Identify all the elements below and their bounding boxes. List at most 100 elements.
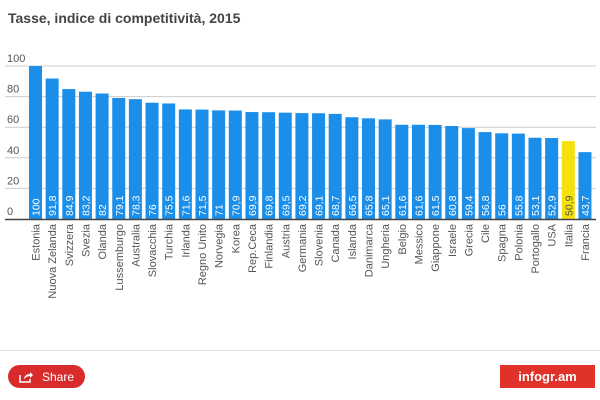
bar[interactable]: [561, 141, 575, 219]
bar[interactable]: [495, 133, 509, 219]
bar[interactable]: [478, 132, 492, 219]
infogram-logo[interactable]: infogr.am: [500, 365, 595, 388]
bar[interactable]: [178, 109, 192, 219]
x-tick-label: Austria: [280, 223, 292, 258]
data-label: 53,1: [530, 195, 542, 216]
x-tick-label: Slovenia: [314, 223, 326, 266]
x-tick-label: Ungheria: [380, 223, 392, 269]
bar[interactable]: [312, 113, 326, 219]
x-tick-label: Francia: [580, 223, 592, 261]
data-label: 69,5: [280, 195, 292, 216]
data-label: 69,8: [264, 195, 276, 216]
bar[interactable]: [395, 124, 409, 219]
x-tick-label: Norvegia: [214, 223, 226, 268]
data-label: 61,6: [413, 195, 425, 216]
data-label: 61,6: [397, 195, 409, 216]
data-label: 84,9: [64, 195, 76, 216]
x-tick-label: Messico: [413, 224, 425, 264]
bar[interactable]: [445, 125, 459, 219]
share-icon: [19, 371, 33, 383]
x-tick-label: Svizzera: [64, 223, 76, 266]
bar[interactable]: [428, 124, 442, 219]
bar[interactable]: [578, 152, 592, 219]
y-tick-label: 40: [7, 145, 19, 157]
x-tick-label: Giappone: [430, 224, 442, 272]
data-label: 55,8: [513, 195, 525, 216]
data-label: 52,9: [547, 195, 559, 216]
bar[interactable]: [528, 137, 542, 219]
data-label: 83,2: [80, 195, 92, 216]
x-tick-label: Rep.Ceca: [247, 223, 259, 273]
x-tick-label: Finlandia: [264, 223, 276, 269]
data-label: 71,6: [180, 195, 192, 216]
x-tick-label: Irlanda: [180, 223, 192, 258]
bar[interactable]: [78, 91, 92, 219]
bar[interactable]: [461, 128, 475, 219]
bar[interactable]: [328, 113, 342, 219]
bar[interactable]: [245, 112, 259, 219]
x-tick-label: Estonia: [31, 223, 43, 261]
bar[interactable]: [95, 93, 109, 219]
bar[interactable]: [378, 119, 392, 219]
x-tick-label: Germania: [297, 223, 309, 272]
bar-chart: 0 20 40 60 80 100 100 Estonia 91,8 Nuova Zelanda 8…: [5, 53, 596, 299]
data-label: 43,7: [580, 195, 592, 216]
bar[interactable]: [128, 99, 142, 219]
x-tick-label: Grecia: [463, 223, 475, 256]
y-tick-label: 60: [7, 114, 19, 126]
bar[interactable]: [511, 133, 525, 219]
x-tick-label: Polonia: [513, 223, 525, 261]
bar[interactable]: [278, 112, 292, 219]
data-label: 60,8: [447, 195, 459, 216]
data-label: 78,3: [130, 195, 142, 216]
bar[interactable]: [362, 118, 375, 219]
bar[interactable]: [228, 110, 242, 219]
x-tick-label: Olanda: [97, 223, 109, 259]
x-tick-label: Turchia: [164, 223, 176, 260]
x-tick-label: USA: [547, 223, 559, 246]
x-tick-label: Cile: [480, 224, 492, 243]
y-tick-label: 20: [7, 175, 19, 187]
x-tick-label: Canada: [330, 223, 342, 262]
bar[interactable]: [29, 66, 42, 219]
x-tick-label: Portogallo: [530, 224, 542, 274]
bar[interactable]: [345, 117, 359, 219]
x-tick-label: Belgio: [397, 224, 409, 255]
data-label: 69,1: [314, 195, 326, 216]
data-label: 91,8: [47, 195, 59, 216]
data-label: 70,9: [230, 195, 242, 216]
bar[interactable]: [112, 97, 126, 219]
bar[interactable]: [62, 89, 76, 219]
bar[interactable]: [411, 124, 425, 219]
data-label: 66,5: [347, 195, 359, 216]
bar[interactable]: [145, 102, 159, 219]
x-tick-label: Nuova Zelanda: [47, 223, 59, 298]
data-label: 65,8: [364, 195, 376, 216]
bar[interactable]: [212, 110, 226, 219]
bar[interactable]: [545, 138, 559, 219]
data-label: 65,1: [380, 195, 392, 216]
data-label: 59,4: [463, 195, 475, 216]
x-tick-label: Korea: [230, 223, 242, 253]
data-label: 76: [147, 204, 159, 216]
x-tick-label: Danimarca: [364, 223, 376, 277]
x-tick-label: Spagna: [497, 223, 509, 262]
bar[interactable]: [45, 78, 59, 220]
share-button[interactable]: Share: [8, 365, 85, 388]
x-tick-label: Svezia: [80, 223, 92, 257]
chart-title: Tasse, indice di competitività, 2015: [8, 10, 241, 26]
y-tick-label: 100: [7, 53, 25, 65]
x-tick-label: Regno Unito: [197, 224, 209, 285]
x-tick-label: Israele: [447, 224, 459, 257]
data-label: 100: [31, 198, 43, 216]
data-label: 56,8: [480, 195, 492, 216]
bar[interactable]: [295, 113, 309, 219]
data-label: 79,1: [114, 195, 126, 216]
share-label: Share: [41, 369, 75, 384]
data-label: 71,5: [197, 195, 209, 216]
data-label: 50,9: [563, 195, 575, 216]
bar[interactable]: [162, 103, 176, 219]
bar[interactable]: [262, 112, 276, 219]
data-label: 82: [97, 204, 109, 216]
bar[interactable]: [195, 109, 209, 219]
